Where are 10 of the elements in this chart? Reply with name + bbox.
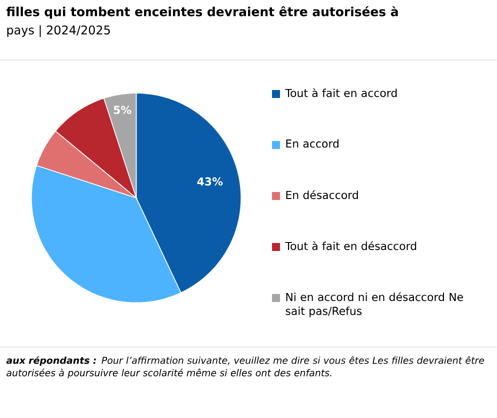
chart-subtitle: pays | 2024/2025 [7, 25, 110, 38]
legend-label: Tout à fait en désaccord [285, 241, 416, 250]
legend-label: En désaccord [286, 190, 358, 200]
legend-label: Ni en accord ni en désaccord Ne sait pas/Refus [286, 292, 463, 318]
chart-title: filles qui tombent enceintes devraient être autorisées à [6, 6, 398, 19]
data-label: 5% [114, 106, 132, 114]
data-label: 43% [197, 177, 223, 186]
text: aux répondants : Pour l’affirmation suivante, veuillez me dire si vous êtes Les filles devraient être autorisées à poursuivre leur scolarité même si elles ont des enfants. [6, 356, 484, 378]
legend-label: En accord [286, 139, 338, 148]
legend-label: Tout à fait en accord [285, 88, 397, 98]
